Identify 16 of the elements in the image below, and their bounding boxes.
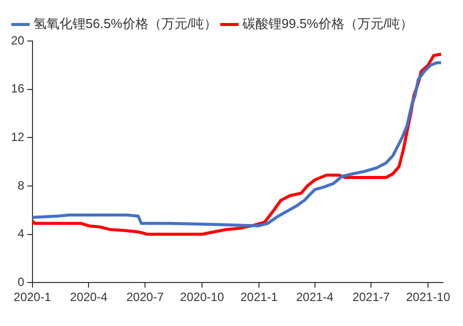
legend-label: 碳酸锂99.5%价格（万元/吨）: [241, 16, 413, 32]
y-tick-label: 0: [18, 274, 25, 289]
y-tick-label: 20: [10, 33, 25, 48]
x-tick-label: 2020-10: [180, 290, 224, 304]
x-tick-label: 2021-4: [296, 290, 334, 304]
x-tick-label: 2020-4: [70, 290, 108, 304]
x-tick-label: 2020-1: [14, 290, 52, 304]
y-tick-label: 4: [18, 226, 25, 241]
legend-label: 氢氧化锂56.5%价格（万元/吨）: [34, 16, 217, 32]
x-tick-label: 2021-7: [352, 290, 390, 304]
x-tick-label: 2021-10: [406, 290, 450, 304]
x-tick-label: 2021-1: [240, 290, 278, 304]
y-tick-label: 16: [10, 82, 25, 96]
y-tick-label: 12: [10, 130, 25, 144]
x-tick-label: 2020-7: [126, 290, 164, 304]
y-tick-label: 8: [18, 178, 25, 192]
